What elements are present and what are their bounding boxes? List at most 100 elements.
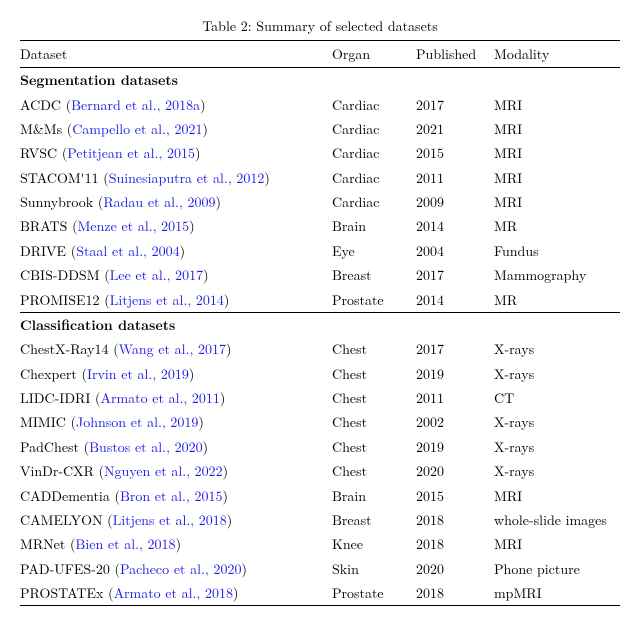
- modality-cell: X-rays: [494, 435, 620, 459]
- modality-cell: CT: [494, 386, 620, 410]
- table-row: DRIVE (Staal et al., 2004)Eye2004Fundus: [20, 239, 620, 263]
- dataset-name: STACOM'11: [20, 168, 103, 188]
- table-row: M&Ms (Campello et al., 2021)Cardiac2021M…: [20, 117, 620, 141]
- section-row: Classification datasets: [20, 312, 620, 337]
- dataset-name: CADDementia: [20, 486, 115, 506]
- table-row: PAD-UFES-20 (Pacheco et al., 2020)Skin20…: [20, 557, 620, 581]
- citation-link[interactable]: Wang et al., 2017: [119, 339, 226, 359]
- modality-cell: mpMRI: [494, 581, 620, 606]
- dataset-name: PAD-UFES-20: [20, 559, 115, 579]
- dataset-cell: Sunnybrook (Radau et al., 2009): [20, 190, 332, 214]
- published-cell: 2014: [416, 214, 494, 238]
- dataset-name: DRIVE: [20, 241, 71, 261]
- table-row: MIMIC (Johnson et al., 2019)Chest2002X-r…: [20, 410, 620, 434]
- citation-link[interactable]: Armato et al., 2018: [114, 583, 233, 603]
- dataset-name: ACDC: [20, 95, 66, 115]
- dataset-name: VinDr-CXR: [20, 461, 99, 481]
- organ-cell: Chest: [332, 410, 416, 434]
- table-row: BRATS (Menze et al., 2015)Brain2014MR: [20, 214, 620, 238]
- citation-link[interactable]: Nguyen et al., 2022: [104, 461, 223, 481]
- published-cell: 2002: [416, 410, 494, 434]
- citation-link[interactable]: Bernard et al., 2018a: [71, 95, 200, 115]
- citation-link[interactable]: Armato et al., 2011: [101, 388, 220, 408]
- table-row: Sunnybrook (Radau et al., 2009)Cardiac20…: [20, 190, 620, 214]
- citation-link[interactable]: Suinesiaputra et al., 2012: [109, 168, 265, 188]
- published-cell: 2011: [416, 166, 494, 190]
- published-cell: 2004: [416, 239, 494, 263]
- modality-cell: X-rays: [494, 410, 620, 434]
- table-row: Chexpert (Irvin et al., 2019)Chest2019X-…: [20, 362, 620, 386]
- dataset-cell: MIMIC (Johnson et al., 2019): [20, 410, 332, 434]
- dataset-name: RVSC: [20, 143, 62, 163]
- organ-cell: Brain: [332, 214, 416, 238]
- modality-cell: MR: [494, 214, 620, 238]
- published-cell: 2021: [416, 117, 494, 141]
- organ-cell: Breast: [332, 263, 416, 287]
- citation-link[interactable]: Litjens et al., 2014: [110, 290, 224, 310]
- dataset-cell: PROMISE12 (Litjens et al., 2014): [20, 287, 332, 312]
- dataset-name: Chexpert: [20, 364, 82, 384]
- published-cell: 2011: [416, 386, 494, 410]
- citation-link[interactable]: Litjens et al., 2018: [113, 510, 227, 530]
- citation-link[interactable]: Radau et al., 2009: [103, 192, 215, 212]
- modality-cell: MRI: [494, 92, 620, 116]
- modality-cell: MRI: [494, 166, 620, 190]
- organ-cell: Chest: [332, 386, 416, 410]
- citation-link[interactable]: Irvin et al., 2019: [87, 364, 189, 384]
- dataset-cell: Chexpert (Irvin et al., 2019): [20, 362, 332, 386]
- published-cell: 2020: [416, 557, 494, 581]
- table-row: MRNet (Bien et al., 2018)Knee2018MRI: [20, 532, 620, 556]
- dataset-name: ChestX-Ray14: [20, 339, 113, 359]
- modality-cell: MRI: [494, 483, 620, 507]
- organ-cell: Cardiac: [332, 92, 416, 116]
- dataset-cell: MRNet (Bien et al., 2018): [20, 532, 332, 556]
- table-row: LIDC-IDRI (Armato et al., 2011)Chest2011…: [20, 386, 620, 410]
- dataset-cell: PAD-UFES-20 (Pacheco et al., 2020): [20, 557, 332, 581]
- col-published: Published: [416, 41, 494, 68]
- dataset-cell: PadChest (Bustos et al., 2020): [20, 435, 332, 459]
- dataset-cell: LIDC-IDRI (Armato et al., 2011): [20, 386, 332, 410]
- col-dataset: Dataset: [20, 41, 332, 68]
- organ-cell: Cardiac: [332, 141, 416, 165]
- published-cell: 2017: [416, 92, 494, 116]
- section-title: Classification datasets: [20, 312, 620, 337]
- citation-link[interactable]: Menze et al., 2015: [78, 216, 190, 236]
- citation-link[interactable]: Johnson et al., 2019: [76, 412, 198, 432]
- citation-link[interactable]: Bien et al., 2018: [75, 534, 175, 554]
- modality-cell: Mammography: [494, 263, 620, 287]
- table-row: RVSC (Petitjean et al., 2015)Cardiac2015…: [20, 141, 620, 165]
- section-title: Segmentation datasets: [20, 68, 620, 93]
- citation-link[interactable]: Bron et al., 2015: [120, 486, 223, 506]
- organ-cell: Chest: [332, 362, 416, 386]
- datasets-table: Dataset Organ Published Modality Segment…: [20, 40, 620, 606]
- modality-cell: MRI: [494, 532, 620, 556]
- dataset-name: LIDC-IDRI: [20, 388, 95, 408]
- table-row: VinDr-CXR (Nguyen et al., 2022)Chest2020…: [20, 459, 620, 483]
- col-modality: Modality: [494, 41, 620, 68]
- organ-cell: Cardiac: [332, 190, 416, 214]
- citation-link[interactable]: Petitjean et al., 2015: [67, 143, 195, 163]
- citation-link[interactable]: Staal et al., 2004: [76, 241, 179, 261]
- table-row: CADDementia (Bron et al., 2015)Brain2015…: [20, 483, 620, 507]
- dataset-name: PadChest: [20, 437, 84, 457]
- citation-link[interactable]: Lee et al., 2017: [110, 265, 204, 285]
- table-row: CAMELYON (Litjens et al., 2018)Breast201…: [20, 508, 620, 532]
- dataset-cell: ACDC (Bernard et al., 2018a): [20, 92, 332, 116]
- citation-link[interactable]: Bustos et al., 2020: [89, 437, 203, 457]
- organ-cell: Skin: [332, 557, 416, 581]
- organ-cell: Breast: [332, 508, 416, 532]
- modality-cell: MRI: [494, 190, 620, 214]
- published-cell: 2018: [416, 581, 494, 606]
- citation-link[interactable]: Pacheco et al., 2020: [120, 559, 242, 579]
- published-cell: 2018: [416, 508, 494, 532]
- citation-link[interactable]: Campello et al., 2021: [72, 119, 202, 139]
- modality-cell: X-rays: [494, 337, 620, 361]
- dataset-cell: ChestX-Ray14 (Wang et al., 2017): [20, 337, 332, 361]
- dataset-name: CAMELYON: [20, 510, 107, 530]
- dataset-cell: DRIVE (Staal et al., 2004): [20, 239, 332, 263]
- published-cell: 2017: [416, 337, 494, 361]
- table-row: PROSTATEx (Armato et al., 2018)Prostate2…: [20, 581, 620, 606]
- dataset-name: BRATS: [20, 216, 72, 236]
- dataset-cell: STACOM'11 (Suinesiaputra et al., 2012): [20, 166, 332, 190]
- dataset-name: Sunnybrook: [20, 192, 98, 212]
